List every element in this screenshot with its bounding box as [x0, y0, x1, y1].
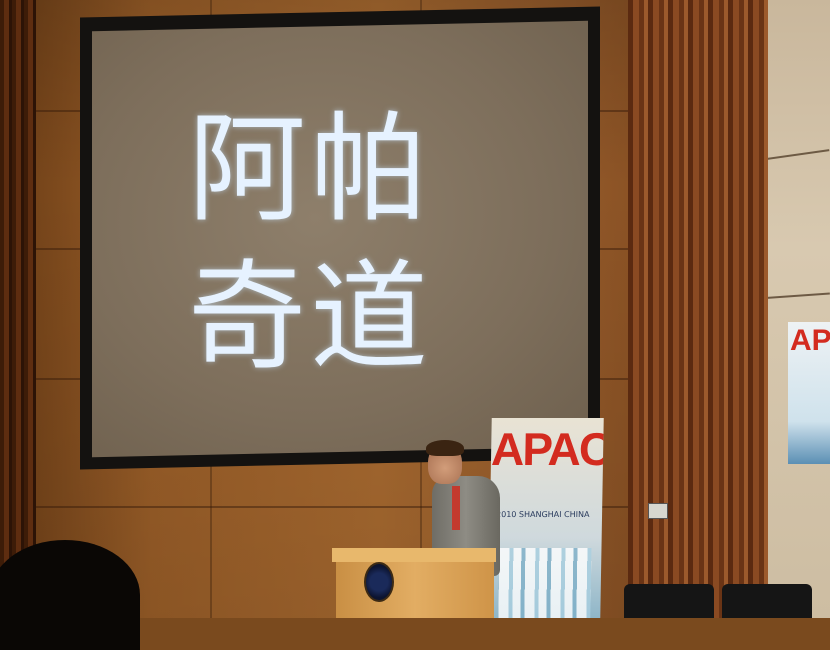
- audience-head-silhouette: [0, 540, 140, 650]
- slide-text-line1: 阿帕: [187, 100, 432, 238]
- speaker-hair: [426, 440, 464, 456]
- left-curtain: [0, 0, 36, 618]
- banner-subtitle: 2010 SHANGHAI CHINA: [495, 510, 590, 519]
- side-poster-title: AP: [790, 324, 830, 357]
- podium: [336, 560, 494, 618]
- banner-skyline: [498, 548, 592, 618]
- slide-text-line2: 奇道: [187, 248, 432, 386]
- podium-seal-icon: [364, 562, 394, 602]
- apache-banner: APACHE 2010 SHANGHAI CHINA: [488, 418, 604, 618]
- chair: [722, 584, 812, 618]
- projection-screen: [92, 20, 588, 458]
- side-poster: AP: [788, 322, 830, 464]
- banner-title: APACHE: [490, 423, 604, 475]
- podium-top: [332, 548, 496, 562]
- chair: [624, 584, 714, 618]
- speaker-lanyard: [452, 486, 460, 530]
- wall-seam: [0, 506, 700, 508]
- wall-sign: [648, 503, 668, 519]
- right-curtain: [628, 0, 768, 618]
